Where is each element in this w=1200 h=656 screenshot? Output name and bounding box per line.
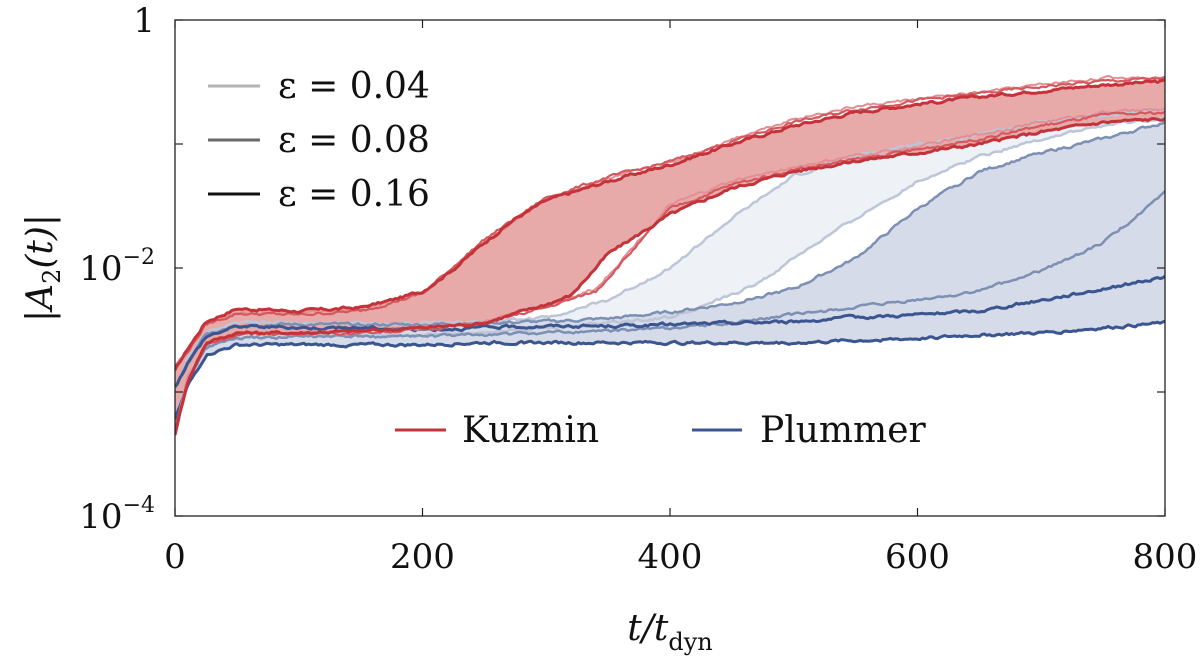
series-line-kuzmin-eps-0-16-lower	[175, 117, 1165, 436]
x-axis-title: t/tdyn	[627, 608, 712, 656]
x-tick-label: 400	[638, 537, 703, 577]
x-tick-label: 800	[1133, 537, 1198, 577]
series-line-kuzmin-eps-0-08-upper	[175, 75, 1165, 371]
y-tick-label: 1	[133, 1, 155, 41]
axis-ticks	[174, 19, 1166, 517]
y-tick-label: 10−2	[79, 245, 155, 289]
series-line-kuzmin-eps-0-08-lower	[175, 110, 1165, 430]
series-line-plummer-eps-0-08-upper	[175, 120, 1165, 388]
legend-label-plummer: Plummer	[760, 410, 927, 451]
x-tick-labels: 0 200 400 600 800	[164, 537, 1197, 577]
legend-label-eps-016: ε = 0.16	[278, 174, 430, 215]
x-axis-title-main: t/t	[627, 608, 669, 649]
y-axis-title: |A2(t)|	[20, 214, 66, 322]
x-tick-label: 0	[164, 537, 186, 577]
legend-model: Kuzmin Plummer	[395, 410, 927, 451]
series-line-plummer-eps-0-16-lower	[175, 319, 1165, 420]
legend-softening: ε = 0.04 ε = 0.08 ε = 0.16	[208, 66, 430, 215]
y-tick-labels: 1 10−2 10−4	[79, 1, 155, 537]
y-axis-title-sub: 2	[38, 269, 66, 284]
legend-label-eps-008: ε = 0.08	[278, 120, 430, 161]
series-lines	[175, 75, 1165, 436]
series-line-plummer-eps-0-16-upper	[175, 274, 1165, 388]
legend-label-kuzmin: Kuzmin	[462, 410, 599, 451]
x-tick-label: 600	[885, 537, 950, 577]
band-kuzmin-band	[175, 79, 1165, 436]
legend-label-eps-004: ε = 0.04	[278, 66, 430, 107]
y-tick-label: 10−4	[79, 493, 155, 537]
x-tick-label: 200	[390, 537, 455, 577]
series-line-kuzmin-eps-0-16-upper	[175, 78, 1165, 371]
x-axis-title-sub: dyn	[668, 628, 712, 656]
